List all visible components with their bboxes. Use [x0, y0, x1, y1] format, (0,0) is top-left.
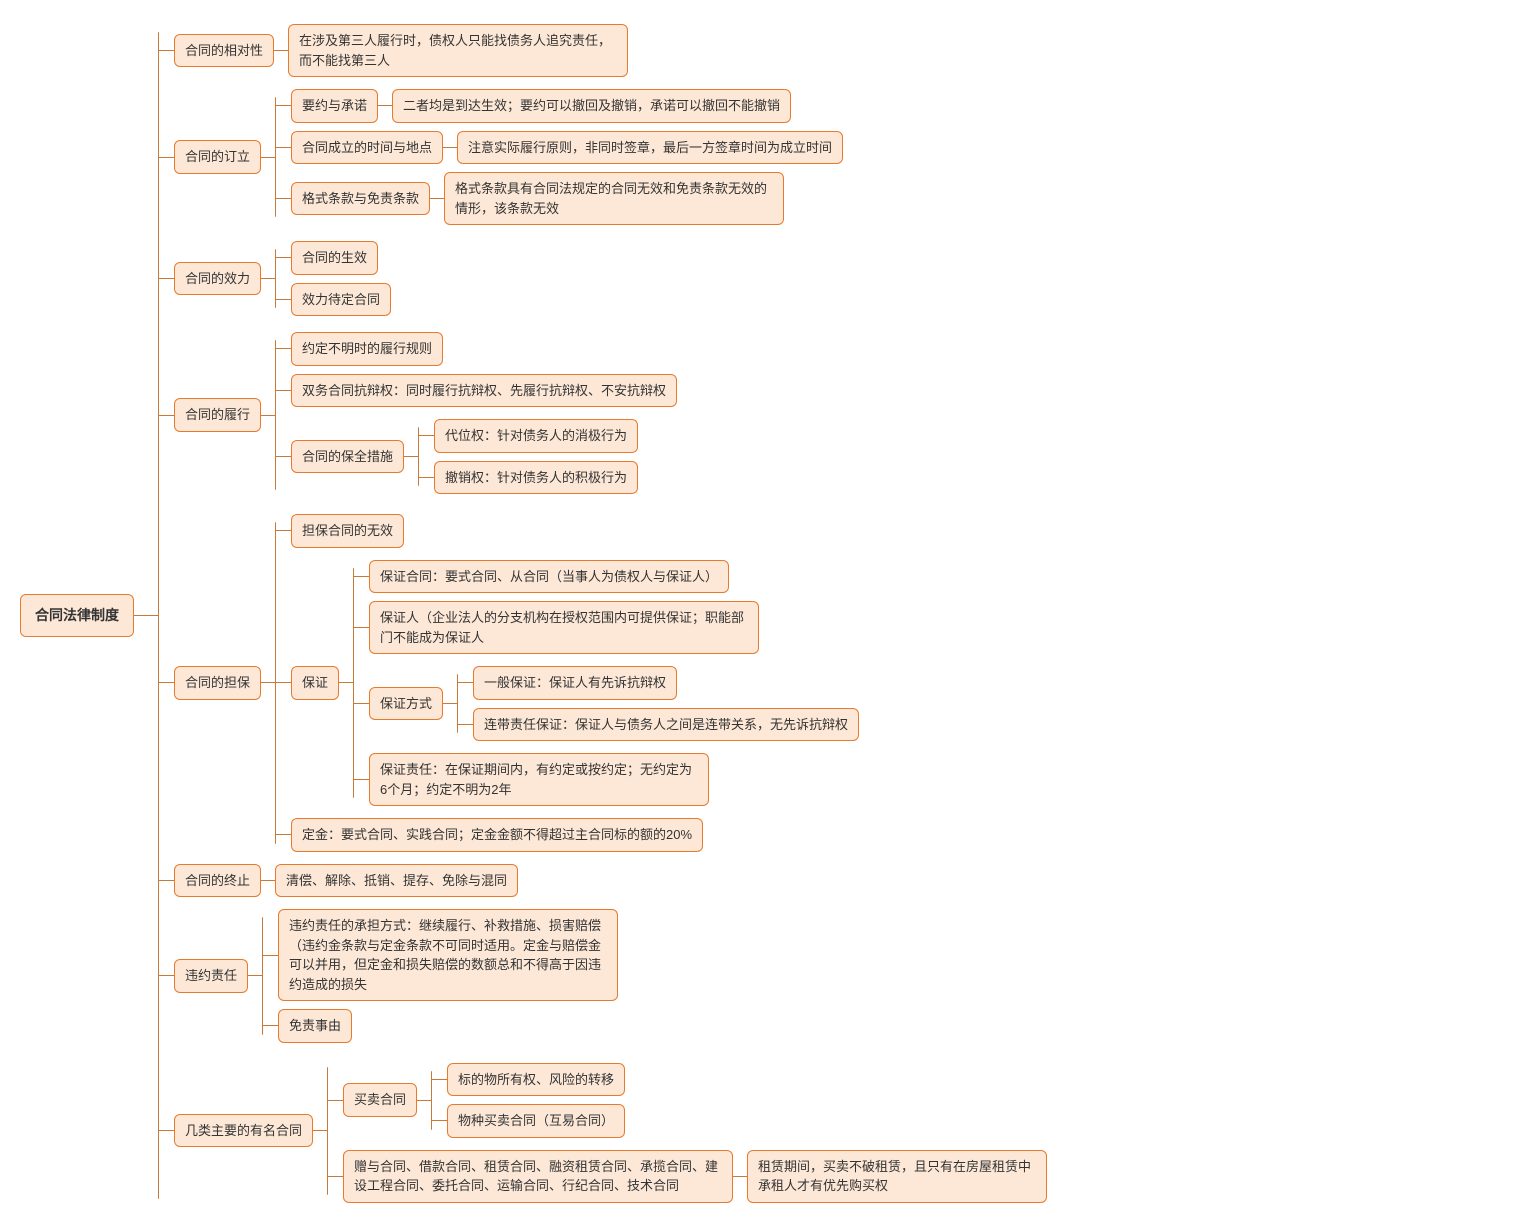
level1-children: 合同的相对性 在涉及第三人履行时，债权人只能找债务人追究责任，而不能找第三人 合… [174, 20, 1047, 1211]
root-node: 合同法律制度 [20, 594, 134, 637]
node-termination-desc: 清偿、解除、抵销、提存、免除与混同 [275, 864, 518, 898]
node-preservation: 合同的保全措施 [291, 440, 404, 474]
node-revocation: 撤销权：针对债务人的积极行为 [434, 461, 638, 495]
node-breach-methods: 违约责任的承担方式：继续履行、补救措施、损害赔偿（违约金条款与定金条款不可同时适… [278, 909, 618, 1001]
branch-relativity: 合同的相对性 在涉及第三人履行时，债权人只能找债务人追究责任，而不能找第三人 [174, 24, 1047, 77]
node-ownership-risk: 标的物所有权、风险的转移 [447, 1063, 625, 1097]
node-performance: 合同的履行 [174, 398, 261, 432]
branch-named-contracts: 几类主要的有名合同 买卖合同 标的物所有权、风险的转移 物种买卖合同（互易合同）… [174, 1055, 1047, 1207]
node-other-contracts: 赠与合同、借款合同、租赁合同、融资租赁合同、承揽合同、建设工程合同、委托合同、运… [343, 1150, 733, 1203]
node-breach: 违约责任 [174, 959, 248, 993]
node-surety-contract: 保证合同：要式合同、从合同（当事人为债权人与保证人） [369, 560, 729, 594]
node-offer-accept: 要约与承诺 [291, 89, 378, 123]
node-validity: 合同的效力 [174, 262, 261, 296]
node-termination: 合同的终止 [174, 864, 261, 898]
node-standard-terms: 格式条款与免责条款 [291, 182, 430, 216]
node-offer-accept-desc: 二者均是到达生效；要约可以撤回及撤销，承诺可以撤回不能撤销 [392, 89, 791, 123]
node-surety: 保证 [291, 666, 339, 700]
node-joint-surety: 连带责任保证：保证人与债务人之间是连带关系，无先诉抗辩权 [473, 708, 859, 742]
node-unclear-rules: 约定不明时的履行规则 [291, 332, 443, 366]
node-named-contracts: 几类主要的有名合同 [174, 1114, 313, 1148]
node-barter: 物种买卖合同（互易合同） [447, 1104, 625, 1138]
node-formation: 合同的订立 [174, 140, 261, 174]
node-lease-rule: 租赁期间，买卖不破租赁，且只有在房屋租赁中承租人才有优先购买权 [747, 1150, 1047, 1203]
node-relativity-desc: 在涉及第三人履行时，债权人只能找债务人追究责任，而不能找第三人 [288, 24, 628, 77]
node-standard-terms-desc: 格式条款具有合同法规定的合同无效和免责条款无效的情形，该条款无效 [444, 172, 784, 225]
branch-breach: 违约责任 违约责任的承担方式：继续履行、补救措施、损害赔偿（违约金条款与定金条款… [174, 905, 1047, 1047]
node-subrogation: 代位权：针对债务人的消极行为 [434, 419, 638, 453]
node-guarantee-invalid: 担保合同的无效 [291, 514, 404, 548]
node-surety-person: 保证人（企业法人的分支机构在授权范围内可提供保证；职能部门不能成为保证人 [369, 601, 759, 654]
node-relativity: 合同的相对性 [174, 34, 274, 68]
branch-performance: 合同的履行 约定不明时的履行规则 双务合同抗辩权：同时履行抗辩权、先履行抗辩权、… [174, 328, 1047, 502]
node-sale-contract: 买卖合同 [343, 1083, 417, 1117]
node-effective: 合同的生效 [291, 241, 378, 275]
node-time-place: 合同成立的时间与地点 [291, 131, 443, 165]
node-guarantee: 合同的担保 [174, 666, 261, 700]
node-surety-method: 保证方式 [369, 687, 443, 721]
mindmap-root-row: 合同法律制度 合同的相对性 在涉及第三人履行时，债权人只能找债务人追究责任，而不… [20, 20, 1512, 1211]
node-deposit: 定金：要式合同、实践合同；定金金额不得超过主合同标的额的20% [291, 818, 703, 852]
node-exemption: 免责事由 [278, 1009, 352, 1043]
node-general-surety: 一般保证：保证人有先诉抗辩权 [473, 666, 677, 700]
branch-validity: 合同的效力 合同的生效 效力待定合同 [174, 237, 1047, 320]
node-time-place-desc: 注意实际履行原则，非同时签章，最后一方签章时间为成立时间 [457, 131, 843, 165]
branch-guarantee: 合同的担保 担保合同的无效 保证 保证合同：要式合同、从合同（当事人为债权人与保… [174, 510, 1047, 856]
node-surety-liability: 保证责任：在保证期间内，有约定或按约定；无约定为6个月；约定不明为2年 [369, 753, 709, 806]
branch-termination: 合同的终止 清偿、解除、抵销、提存、免除与混同 [174, 864, 1047, 898]
node-defense: 双务合同抗辩权：同时履行抗辩权、先履行抗辩权、不安抗辩权 [291, 374, 677, 408]
branch-formation: 合同的订立 要约与承诺 二者均是到达生效；要约可以撤回及撤销，承诺可以撤回不能撤… [174, 85, 1047, 229]
node-pending: 效力待定合同 [291, 283, 391, 317]
